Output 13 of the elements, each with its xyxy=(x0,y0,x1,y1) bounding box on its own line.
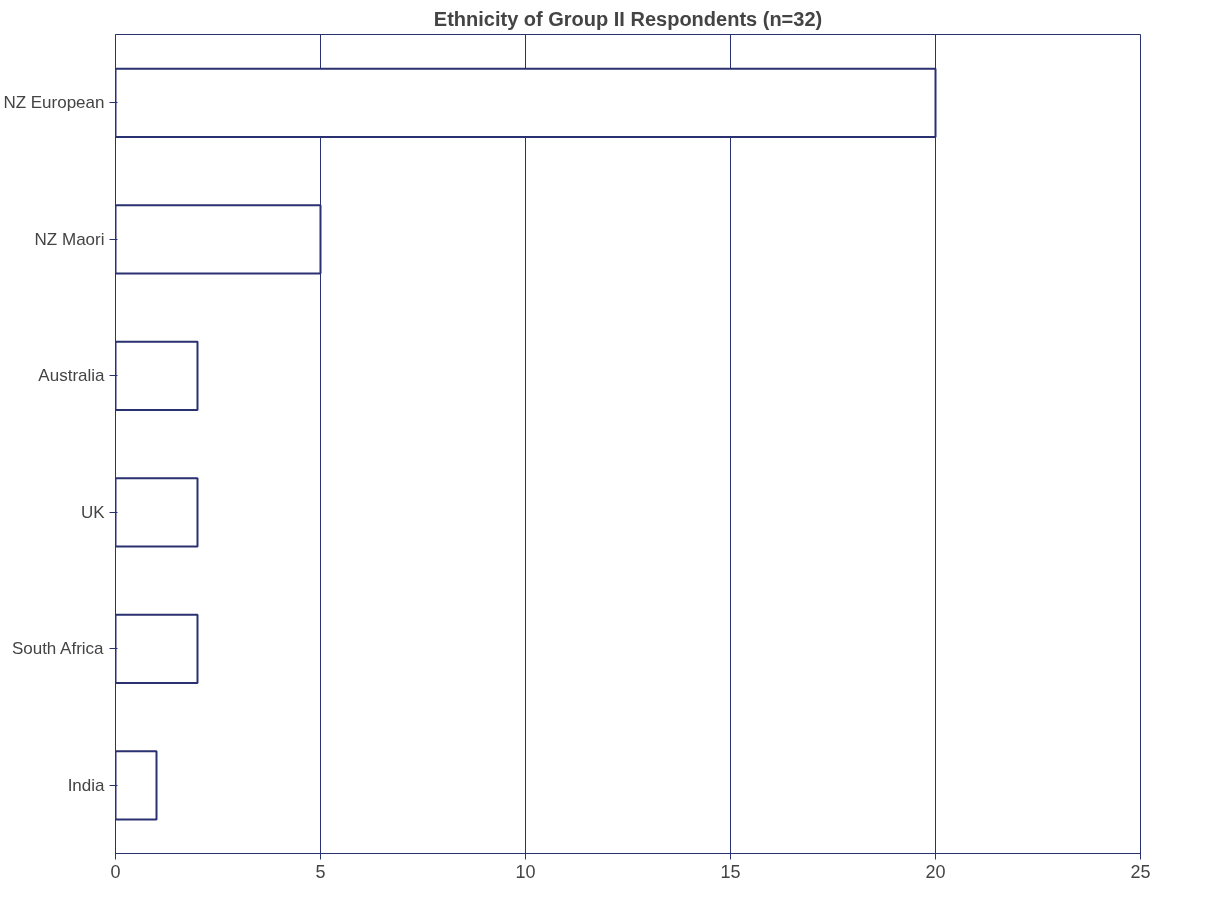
x-tick-label: 25 xyxy=(1130,861,1151,882)
x-tick-label: 0 xyxy=(110,861,121,882)
x-tick-label: 20 xyxy=(925,861,946,882)
y-tick-label: NZ European xyxy=(3,93,105,113)
x-tick-label: 10 xyxy=(515,861,536,882)
x-tick-label: 5 xyxy=(315,861,326,882)
y-tick-label: UK xyxy=(80,502,106,522)
chart-title: Ethnicity of Group II Respondents (n=32) xyxy=(433,7,823,30)
y-tick-label: Australia xyxy=(38,366,106,386)
y-tick-label: India xyxy=(67,775,106,795)
y-tick-label: South Africa xyxy=(11,639,105,659)
x-tick-label: 15 xyxy=(720,861,741,882)
y-tick-label: NZ Maori xyxy=(34,229,105,249)
